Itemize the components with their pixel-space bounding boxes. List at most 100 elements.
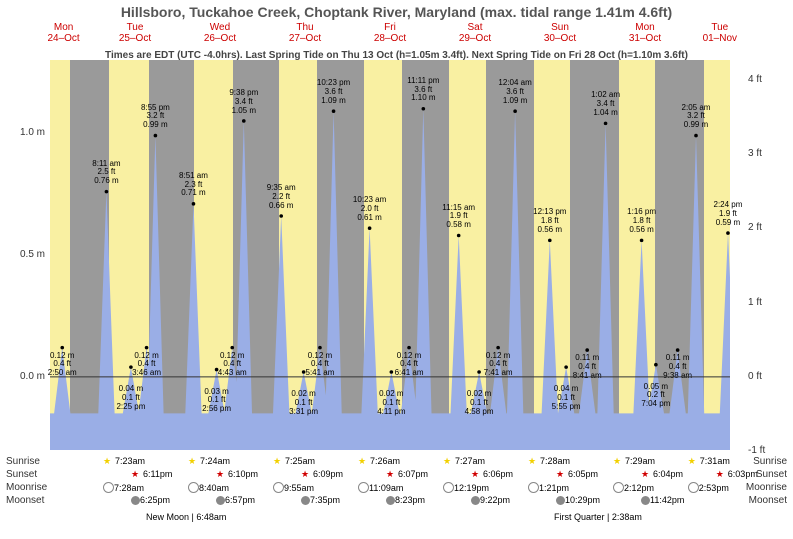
astro-item: ★ 7:29am — [613, 456, 655, 466]
tide-point — [564, 365, 568, 369]
astro-item: 10:29pm — [556, 495, 600, 505]
tide-point — [145, 346, 149, 350]
tide-point — [154, 134, 158, 138]
peak-label: 10:23 pm3.6 ft1.09 m — [317, 79, 350, 105]
peak-label: 10:23 am2.0 ft0.61 m — [353, 196, 386, 222]
astro-item: ★ 6:03pm — [716, 469, 758, 479]
astro-item: ★ 6:11pm — [131, 469, 172, 479]
astro-side-label: Moonset — [6, 495, 44, 506]
astro-side-label: Moonrise — [746, 482, 787, 493]
astro-item: 12:19pm — [443, 482, 489, 493]
peak-label: 9:35 am2.2 ft0.66 m — [267, 184, 296, 210]
moon-icon — [386, 496, 395, 505]
tide-point — [585, 348, 589, 352]
astro-item: 7:35pm — [301, 495, 340, 505]
date-label: Wed26–Oct — [195, 22, 245, 44]
chart-title: Hillsboro, Tuckahoe Creek, Choptank Rive… — [0, 4, 793, 20]
star-icon: ★ — [556, 469, 566, 479]
trough-label: 0.02 m0.1 ft4:11 pm — [377, 390, 405, 416]
moon-icon — [688, 482, 699, 493]
tide-point — [457, 234, 461, 238]
moon-icon — [471, 496, 480, 505]
astro-item: 7:28am — [103, 482, 144, 493]
moon-icon — [103, 482, 114, 493]
tide-point — [407, 346, 411, 350]
ytick-m: 0.0 m — [10, 371, 45, 382]
tide-point — [332, 109, 336, 113]
trough-label: 0.05 m0.2 ft7:04 pm — [641, 383, 670, 409]
astro-item: ★ 7:25am — [273, 456, 315, 466]
peak-label: 11:15 am1.9 ft0.58 m — [442, 204, 475, 230]
astro-item: ★ 6:05pm — [556, 469, 598, 479]
astro-side-label: Sunset — [6, 469, 37, 480]
star-icon: ★ — [688, 456, 698, 466]
date-label: Tue25–Oct — [110, 22, 160, 44]
moon-icon — [301, 496, 310, 505]
astro-side-label: Sunrise — [6, 456, 40, 467]
astro-side-label: Moonrise — [6, 482, 47, 493]
astro-item: ★ 6:04pm — [641, 469, 683, 479]
peak-label: 12:04 am3.6 ft1.09 m — [498, 79, 531, 105]
astro-item: ★ 6:06pm — [471, 469, 513, 479]
date-label: Mon24–Oct — [39, 22, 89, 44]
tide-point — [676, 348, 680, 352]
trough-label: 0.12 m0.4 ft6:41 am — [395, 352, 424, 378]
peak-label: 9:38 pm3.4 ft1.05 m — [229, 89, 258, 115]
tide-point — [422, 107, 426, 111]
moon-icon — [216, 496, 225, 505]
tide-point — [604, 122, 608, 126]
trough-label: 0.12 m0.4 ft5:41 am — [306, 352, 335, 378]
trough-label: 0.12 m0.4 ft2:50 am — [48, 352, 77, 378]
astro-item: 6:25pm — [131, 495, 170, 505]
moon-icon — [273, 482, 284, 493]
moon-phase-label: First Quarter | 2:38am — [554, 512, 642, 522]
date-label: Sun30–Oct — [535, 22, 585, 44]
astro-item: ★ 7:31am — [688, 456, 730, 466]
astro-item: ★ 6:07pm — [386, 469, 428, 479]
ytick-m: 1.0 m — [10, 127, 45, 138]
star-icon: ★ — [716, 469, 726, 479]
astro-side-label: Sunset — [756, 469, 787, 480]
star-icon: ★ — [443, 456, 453, 466]
peak-label: 11:11 pm3.6 ft1.10 m — [407, 77, 439, 103]
ytick-ft: 4 ft — [748, 74, 783, 85]
astro-side-label: Moonset — [749, 495, 787, 506]
star-icon: ★ — [358, 456, 368, 466]
astro-item: 11:42pm — [641, 495, 684, 505]
peak-label: 8:55 pm3.2 ft0.99 m — [141, 104, 170, 130]
moon-icon — [556, 496, 565, 505]
star-icon: ★ — [613, 456, 623, 466]
tide-point — [242, 119, 246, 123]
astro-item: ★ 7:23am — [103, 456, 145, 466]
astro-item: 9:22pm — [471, 495, 510, 505]
astro-item: ★ 7:24am — [188, 456, 230, 466]
trough-label: 0.03 m0.1 ft2:56 pm — [202, 388, 231, 414]
trough-label: 0.02 m0.1 ft4:58 pm — [465, 390, 494, 416]
ytick-ft: 3 ft — [748, 148, 783, 159]
astro-item: ★ 6:09pm — [301, 469, 343, 479]
trough-label: 0.12 m0.4 ft3:46 am — [132, 352, 161, 378]
star-icon: ★ — [386, 469, 396, 479]
astro-item: 2:12pm — [613, 482, 654, 493]
date-label: Tue01–Nov — [695, 22, 745, 44]
moon-phase-label: New Moon | 6:48am — [146, 512, 226, 522]
moon-icon — [528, 482, 539, 493]
astro-item: 8:40am — [188, 482, 229, 493]
tide-point — [60, 346, 64, 350]
trough-label: 0.12 m0.4 ft4:43 am — [218, 352, 247, 378]
moon-icon — [641, 496, 650, 505]
peak-label: 8:11 am2.5 ft0.76 m — [92, 160, 120, 186]
trough-label: 0.04 m0.1 ft2:25 pm — [116, 385, 145, 411]
tide-point — [279, 214, 283, 218]
moon-icon — [613, 482, 624, 493]
plot-area: 8:11 am2.5 ft0.76 m8:55 pm3.2 ft0.99 m8:… — [50, 60, 730, 450]
astro-item: 1:21pm — [528, 482, 569, 493]
astro-item: 6:57pm — [216, 495, 255, 505]
tide-point — [496, 346, 500, 350]
star-icon: ★ — [301, 469, 311, 479]
star-icon: ★ — [188, 456, 198, 466]
star-icon: ★ — [216, 469, 226, 479]
moon-icon — [188, 482, 199, 493]
peak-label: 1:16 pm1.8 ft0.56 m — [627, 208, 656, 234]
tide-point — [477, 370, 481, 374]
